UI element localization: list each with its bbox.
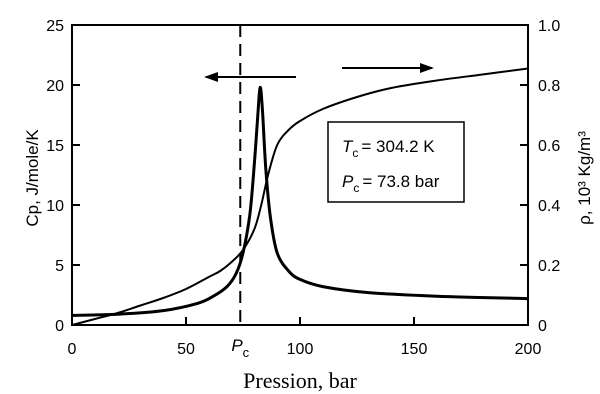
y-left-tick-label: 20: [46, 78, 64, 95]
y-right-tick-label: 1.0: [538, 18, 560, 35]
pc-marker-label: Pc: [231, 336, 249, 360]
y-left-axis: 0 5 10 15 20 25: [46, 18, 80, 335]
x-tick-label: 50: [177, 341, 195, 358]
x-tick-label: 100: [287, 341, 314, 358]
y-right-tick-label: 0.2: [538, 258, 560, 275]
x-tick-label: 200: [515, 341, 542, 358]
x-tick-label: 0: [68, 341, 77, 358]
pc-annotation: Pc = 73.8 bar: [342, 172, 440, 195]
tc-annotation: Tc = 304.2 K: [342, 137, 435, 160]
y-right-axis-title: ρ, 10³ Kg/m³: [575, 131, 594, 225]
x-axis-title: Pression, bar: [243, 368, 357, 393]
y-right-tick-label: 0: [538, 318, 547, 335]
y-left-tick-label: 5: [55, 258, 64, 275]
y-left-axis-title: Cp, J/mole/K: [23, 129, 42, 227]
x-tick-label: 150: [401, 341, 428, 358]
density-curve: [71, 67, 529, 326]
y-left-tick-label: 15: [46, 138, 64, 155]
y-right-tick-label: 0.4: [538, 198, 560, 215]
x-axis: 0 50 100 150 200: [68, 317, 542, 358]
y-left-tick-label: 25: [46, 18, 64, 35]
y-right-tick-label: 0.8: [538, 78, 560, 95]
cp-curve: [71, 85, 529, 317]
y-left-tick-label: 10: [46, 198, 64, 215]
y-right-tick-label: 0.6: [538, 138, 560, 155]
y-right-axis: 0 0.2 0.4 0.6 0.8 1.0: [520, 18, 560, 335]
annotation-box: [327, 121, 465, 203]
y-left-tick-label: 0: [55, 318, 64, 335]
